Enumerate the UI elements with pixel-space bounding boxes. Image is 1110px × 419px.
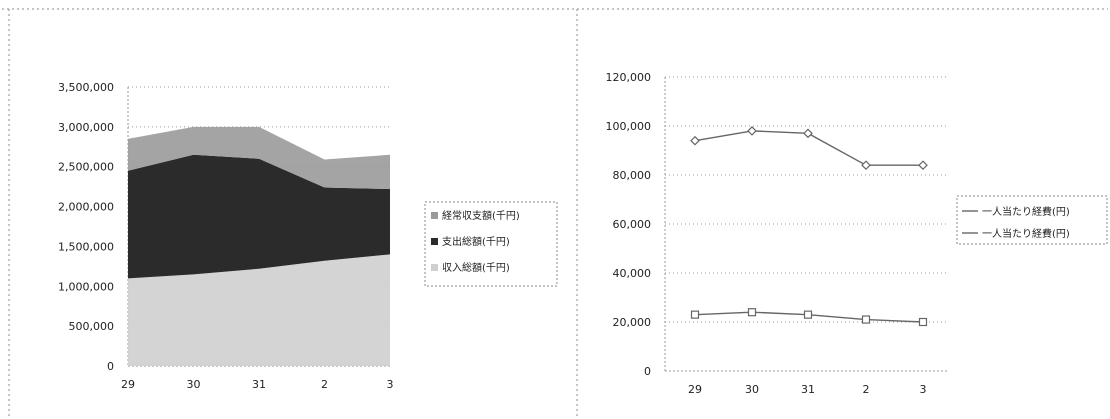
left-legend-label: 支出総額(千円) — [442, 235, 510, 248]
right-x-tick-label: 29 — [688, 383, 702, 396]
left-legend: 経常収支額(千円) 支出総額(千円) 収入総額(千円) — [424, 201, 558, 287]
line-point — [690, 310, 700, 319]
area-chart: 0 500,000 1,000,000 1,500,000 2,000,000 2,500… — [58, 81, 558, 391]
left-y-tick-label: 1,500,000 — [58, 240, 114, 253]
left-y-tick-label: 3,000,000 — [58, 121, 114, 134]
line-point — [747, 126, 757, 136]
left-y-tick-label: 1,000,000 — [58, 280, 114, 293]
left-x-tick-label: 29 — [121, 378, 135, 391]
left-legend-swatch — [431, 212, 438, 219]
left-legend-swatch — [431, 264, 438, 271]
line-point — [747, 308, 757, 317]
right-y-tick-label: 40,000 — [613, 267, 652, 280]
right-y-tick-label: 20,000 — [613, 316, 652, 329]
area-series-2 — [128, 154, 390, 279]
right-legend-label: 一人当たり経費(円) — [982, 227, 1070, 240]
line-point — [918, 317, 928, 327]
line-point — [861, 315, 871, 324]
left-y-tick-label: 0 — [107, 360, 114, 373]
line-point — [918, 160, 928, 171]
left-legend-label: 収入総額(千円) — [442, 261, 510, 274]
left-x-tick-label: 31 — [252, 378, 266, 391]
left-legend-box — [424, 201, 558, 287]
area-series-3 — [128, 126, 390, 190]
right-y-tick-label: 0 — [644, 365, 651, 378]
left-legend-swatch — [431, 238, 438, 245]
area-series-1 — [128, 254, 390, 366]
right-y-tick-label: 120,000 — [606, 71, 652, 84]
left-y-tick-label: 3,500,000 — [58, 81, 114, 94]
left-y-tick-label: 2,500,000 — [58, 161, 114, 174]
left-x-tick-label: 30 — [187, 378, 201, 391]
right-x-tick-label: 30 — [745, 383, 759, 396]
line-point — [803, 310, 813, 319]
line-point — [690, 135, 700, 146]
line-point — [803, 128, 813, 139]
left-legend-label: 経常収支額(千円) — [442, 209, 520, 222]
line-point — [861, 160, 871, 171]
right-x-tick-label: 2 — [863, 383, 870, 396]
right-y-tick-label: 100,000 — [606, 120, 652, 133]
right-x-tick-label: 31 — [801, 383, 815, 396]
right-legend-box — [956, 195, 1108, 245]
left-x-tick-label: 2 — [321, 378, 328, 391]
right-x-tick-label: 3 — [920, 383, 927, 396]
left-y-tick-label: 2,000,000 — [58, 201, 114, 214]
right-legend-label: 一人当たり経費(円) — [982, 205, 1070, 218]
line-chart: 0 20,000 40,000 60,000 80,000 100,000 120,000 2… — [606, 71, 1108, 396]
left-x-tick-label: 3 — [387, 378, 394, 391]
left-y-tick-label: 500,000 — [69, 320, 115, 333]
right-legend: 一人当たり経費(円) 一人当たり経費(円) — [956, 195, 1108, 245]
right-y-tick-label: 60,000 — [613, 218, 652, 231]
right-y-tick-label: 80,000 — [613, 169, 652, 182]
